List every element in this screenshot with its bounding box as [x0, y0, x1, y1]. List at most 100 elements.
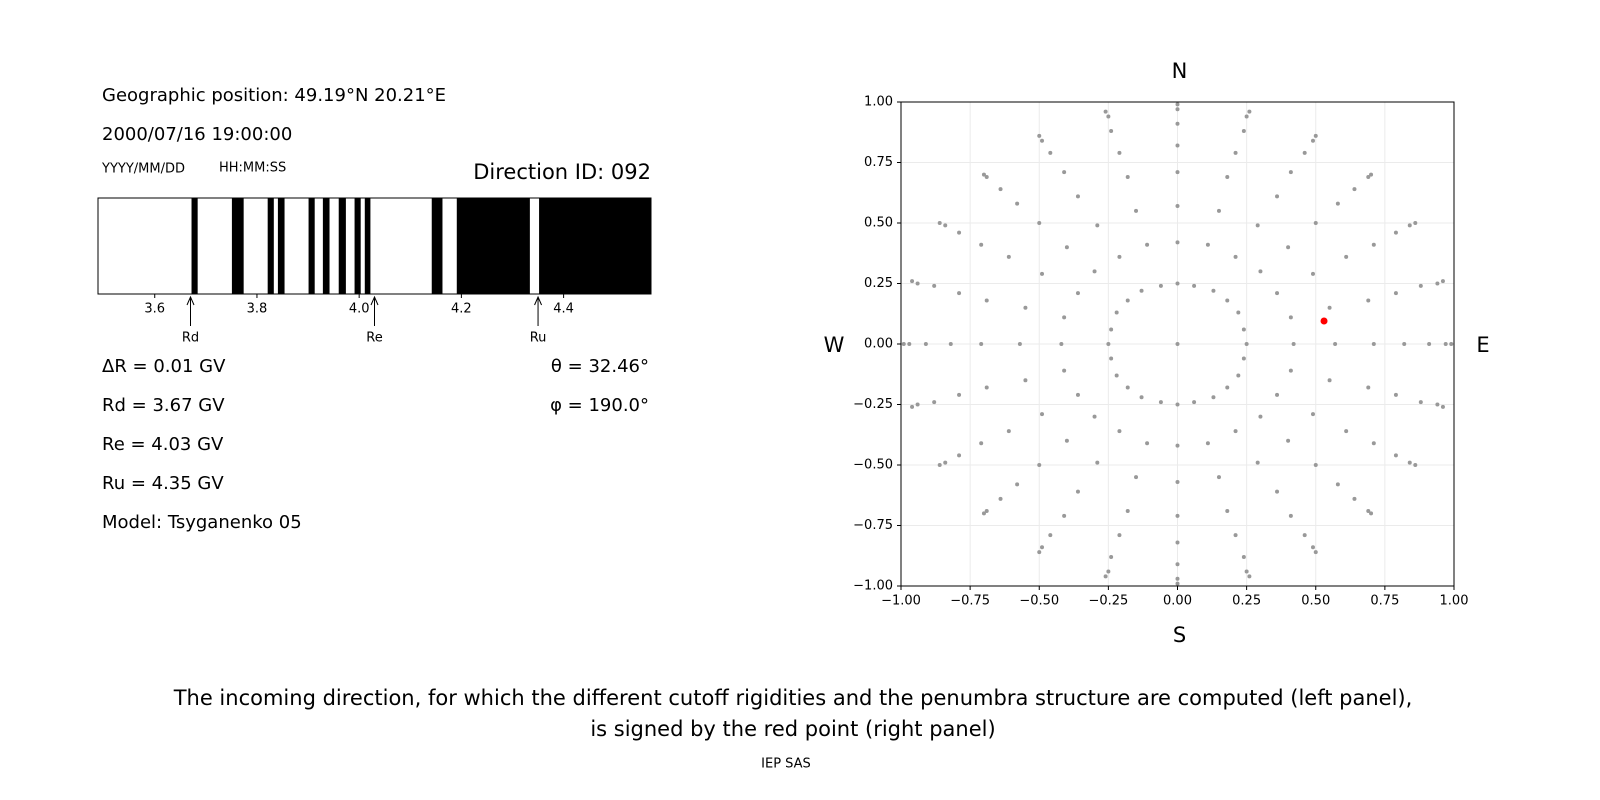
- direction-point: [1302, 533, 1307, 538]
- footer: IEP SAS: [761, 757, 811, 772]
- time-format: HH:MM:SS: [219, 161, 286, 176]
- direction-point: [1064, 245, 1069, 250]
- direction-point: [1211, 395, 1216, 400]
- direction-point: [1236, 310, 1241, 315]
- direction-point: [1393, 392, 1398, 397]
- direction-point: [1407, 223, 1412, 228]
- direction-point: [1233, 429, 1238, 434]
- direction-point: [1134, 208, 1139, 213]
- x-tick-label: 1.00: [1440, 594, 1469, 609]
- direction-point: [1095, 223, 1100, 228]
- direction-point: [910, 404, 915, 409]
- marker-arrowhead: [186, 295, 195, 306]
- compass-south: S: [1173, 623, 1186, 647]
- direction-point: [1244, 114, 1249, 119]
- direction-point: [1175, 143, 1180, 148]
- direction-point: [1023, 305, 1028, 310]
- direction-point: [1407, 460, 1412, 465]
- direction-point: [1062, 368, 1067, 373]
- direction-point: [1015, 482, 1020, 487]
- direction-point: [1241, 356, 1246, 361]
- direction-point: [1109, 129, 1114, 134]
- direction-point: [1241, 554, 1246, 559]
- rd: Rd = 3.67 GV: [102, 395, 225, 416]
- direction-point: [1313, 550, 1318, 555]
- direction-point: [1288, 513, 1293, 518]
- direction-point: [1427, 342, 1432, 346]
- direction-point: [1106, 569, 1111, 574]
- direction-point: [1393, 453, 1398, 458]
- direction-point: [1192, 283, 1197, 288]
- direction-point: [1275, 489, 1280, 494]
- direction-point: [1236, 373, 1241, 378]
- direction-point: [1225, 385, 1230, 390]
- direction-point: [979, 342, 984, 346]
- direction-point: [1435, 402, 1440, 407]
- direction-point: [1158, 400, 1163, 405]
- direction-point: [1393, 230, 1398, 235]
- direction-point: [1095, 460, 1100, 465]
- direction-point: [1310, 545, 1315, 550]
- direction-point: [1175, 121, 1180, 126]
- direction-point: [1023, 378, 1028, 383]
- direction-point: [1062, 513, 1067, 518]
- direction-point: [1313, 133, 1318, 138]
- direction-point: [1062, 170, 1067, 175]
- x-tick-label: 0.00: [1163, 594, 1192, 609]
- direction-point: [1320, 317, 1328, 325]
- direction-point: [1040, 271, 1045, 276]
- compass-east: E: [1476, 333, 1489, 357]
- direction-point: [1117, 150, 1122, 155]
- theta: θ = 32.46°: [551, 356, 649, 377]
- direction-point: [1413, 463, 1418, 467]
- direction-point: [1015, 201, 1020, 206]
- direction-point: [1139, 395, 1144, 400]
- direction-point: [1175, 102, 1180, 107]
- direction-point: [981, 511, 986, 516]
- direction-point: [1440, 404, 1445, 409]
- direction-point: [937, 221, 942, 225]
- direction-point: [1449, 342, 1454, 346]
- direction-point: [957, 392, 962, 397]
- direction-point: [998, 187, 1003, 192]
- direction-point: [943, 460, 948, 465]
- forbidden-band: [364, 198, 371, 294]
- direction-point: [984, 508, 989, 513]
- direction-point: [1037, 221, 1042, 225]
- direction-point: [1125, 175, 1130, 180]
- direction-point: [1175, 402, 1180, 407]
- x-tick-label: −1.00: [881, 594, 921, 609]
- direction-point: [1344, 254, 1349, 259]
- marker-label: Re: [366, 331, 382, 346]
- direction-point: [1418, 283, 1423, 288]
- direction-point: [907, 342, 912, 346]
- direction-point: [1048, 150, 1053, 155]
- direction-point: [1145, 242, 1150, 247]
- direction-point: [1369, 511, 1374, 516]
- forbidden-band: [267, 198, 274, 294]
- datetime: 2000/07/16 19:00:00: [102, 124, 292, 145]
- direction-point: [923, 342, 928, 346]
- y-tick-label: −0.75: [853, 518, 893, 533]
- direction-point: [957, 230, 962, 235]
- direction-point: [979, 441, 984, 446]
- direction-point: [915, 402, 920, 407]
- direction-point: [1158, 283, 1163, 288]
- forbidden-band: [338, 198, 346, 294]
- direction-point: [1006, 254, 1011, 259]
- direction-point: [1216, 475, 1221, 480]
- y-tick-label: 1.00: [864, 95, 893, 110]
- direction-point: [1125, 385, 1130, 390]
- x-tick-label: 0.50: [1301, 594, 1330, 609]
- direction-point: [981, 172, 986, 177]
- direction-point: [1064, 438, 1069, 443]
- direction-point: [1247, 574, 1252, 579]
- direction-point: [1134, 475, 1139, 480]
- direction-point: [1103, 574, 1108, 579]
- direction-point: [1413, 221, 1418, 225]
- x-tick-label: 3.6: [144, 302, 165, 317]
- direction-point: [1092, 269, 1097, 274]
- direction-point: [937, 463, 942, 467]
- forbidden-band: [539, 198, 651, 294]
